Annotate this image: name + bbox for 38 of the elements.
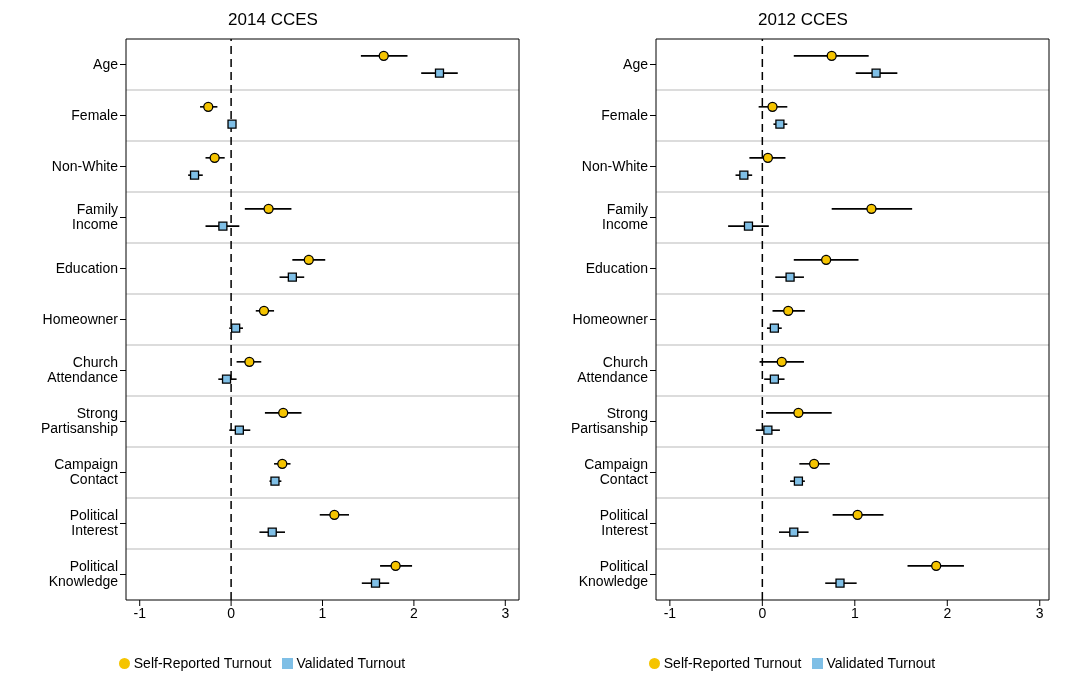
x-tick-label: 0 (758, 604, 767, 621)
x-tick-label: 2 (943, 604, 952, 621)
x-tick-label: -1 (663, 604, 677, 621)
y-tick-label: Church Attendance (47, 353, 119, 385)
legend-label: Validated Turnout (826, 655, 936, 671)
y-tick-label: Education (55, 259, 118, 276)
y-tick-label: Strong Partisanship (570, 404, 649, 436)
y-tick-label: Family Income (72, 200, 119, 232)
y-tick-label: Political Interest (69, 506, 119, 538)
y-tick-label: Age (93, 55, 119, 72)
y-tick-label: Church Attendance (577, 353, 649, 385)
x-tick-label: -1 (133, 604, 147, 621)
x-tick-label: 2 (410, 604, 418, 621)
y-tick-label: Campaign Contact (54, 455, 119, 487)
y-tick-label: Female (601, 106, 649, 123)
legend-label: Self-Reported Turnout (133, 655, 272, 671)
y-tick-label: Non-White (581, 157, 649, 174)
y-tick-label: Education (585, 259, 648, 276)
y-tick-label: Political Knowledge (48, 557, 119, 589)
x-tick-label: 1 (850, 604, 859, 621)
y-tick-label: Family Income (602, 200, 649, 232)
chart-title: 2012 CCES (757, 9, 849, 31)
x-tick-label: 0 (227, 604, 236, 621)
x-tick-label: 3 (1035, 604, 1044, 621)
y-tick-label: Age (623, 55, 649, 72)
y-tick-label: Political Knowledge (578, 557, 649, 589)
x-tick-label: 1 (318, 604, 327, 621)
y-tick-label: Female (71, 106, 119, 123)
y-tick-label: Political Interest (599, 506, 649, 538)
chart-title: 2014 CCES (227, 9, 319, 31)
x-tick-label: 3 (501, 604, 510, 621)
y-tick-label: Homeowner (572, 310, 649, 327)
legend-label: Validated Turnout (296, 655, 406, 671)
y-tick-label: Non-White (51, 157, 119, 174)
y-tick-label: Strong Partisanship (40, 404, 119, 436)
y-tick-label: Campaign Contact (584, 455, 649, 487)
legend-label: Self-Reported Turnout (663, 655, 802, 671)
y-tick-label: Homeowner (42, 310, 119, 327)
